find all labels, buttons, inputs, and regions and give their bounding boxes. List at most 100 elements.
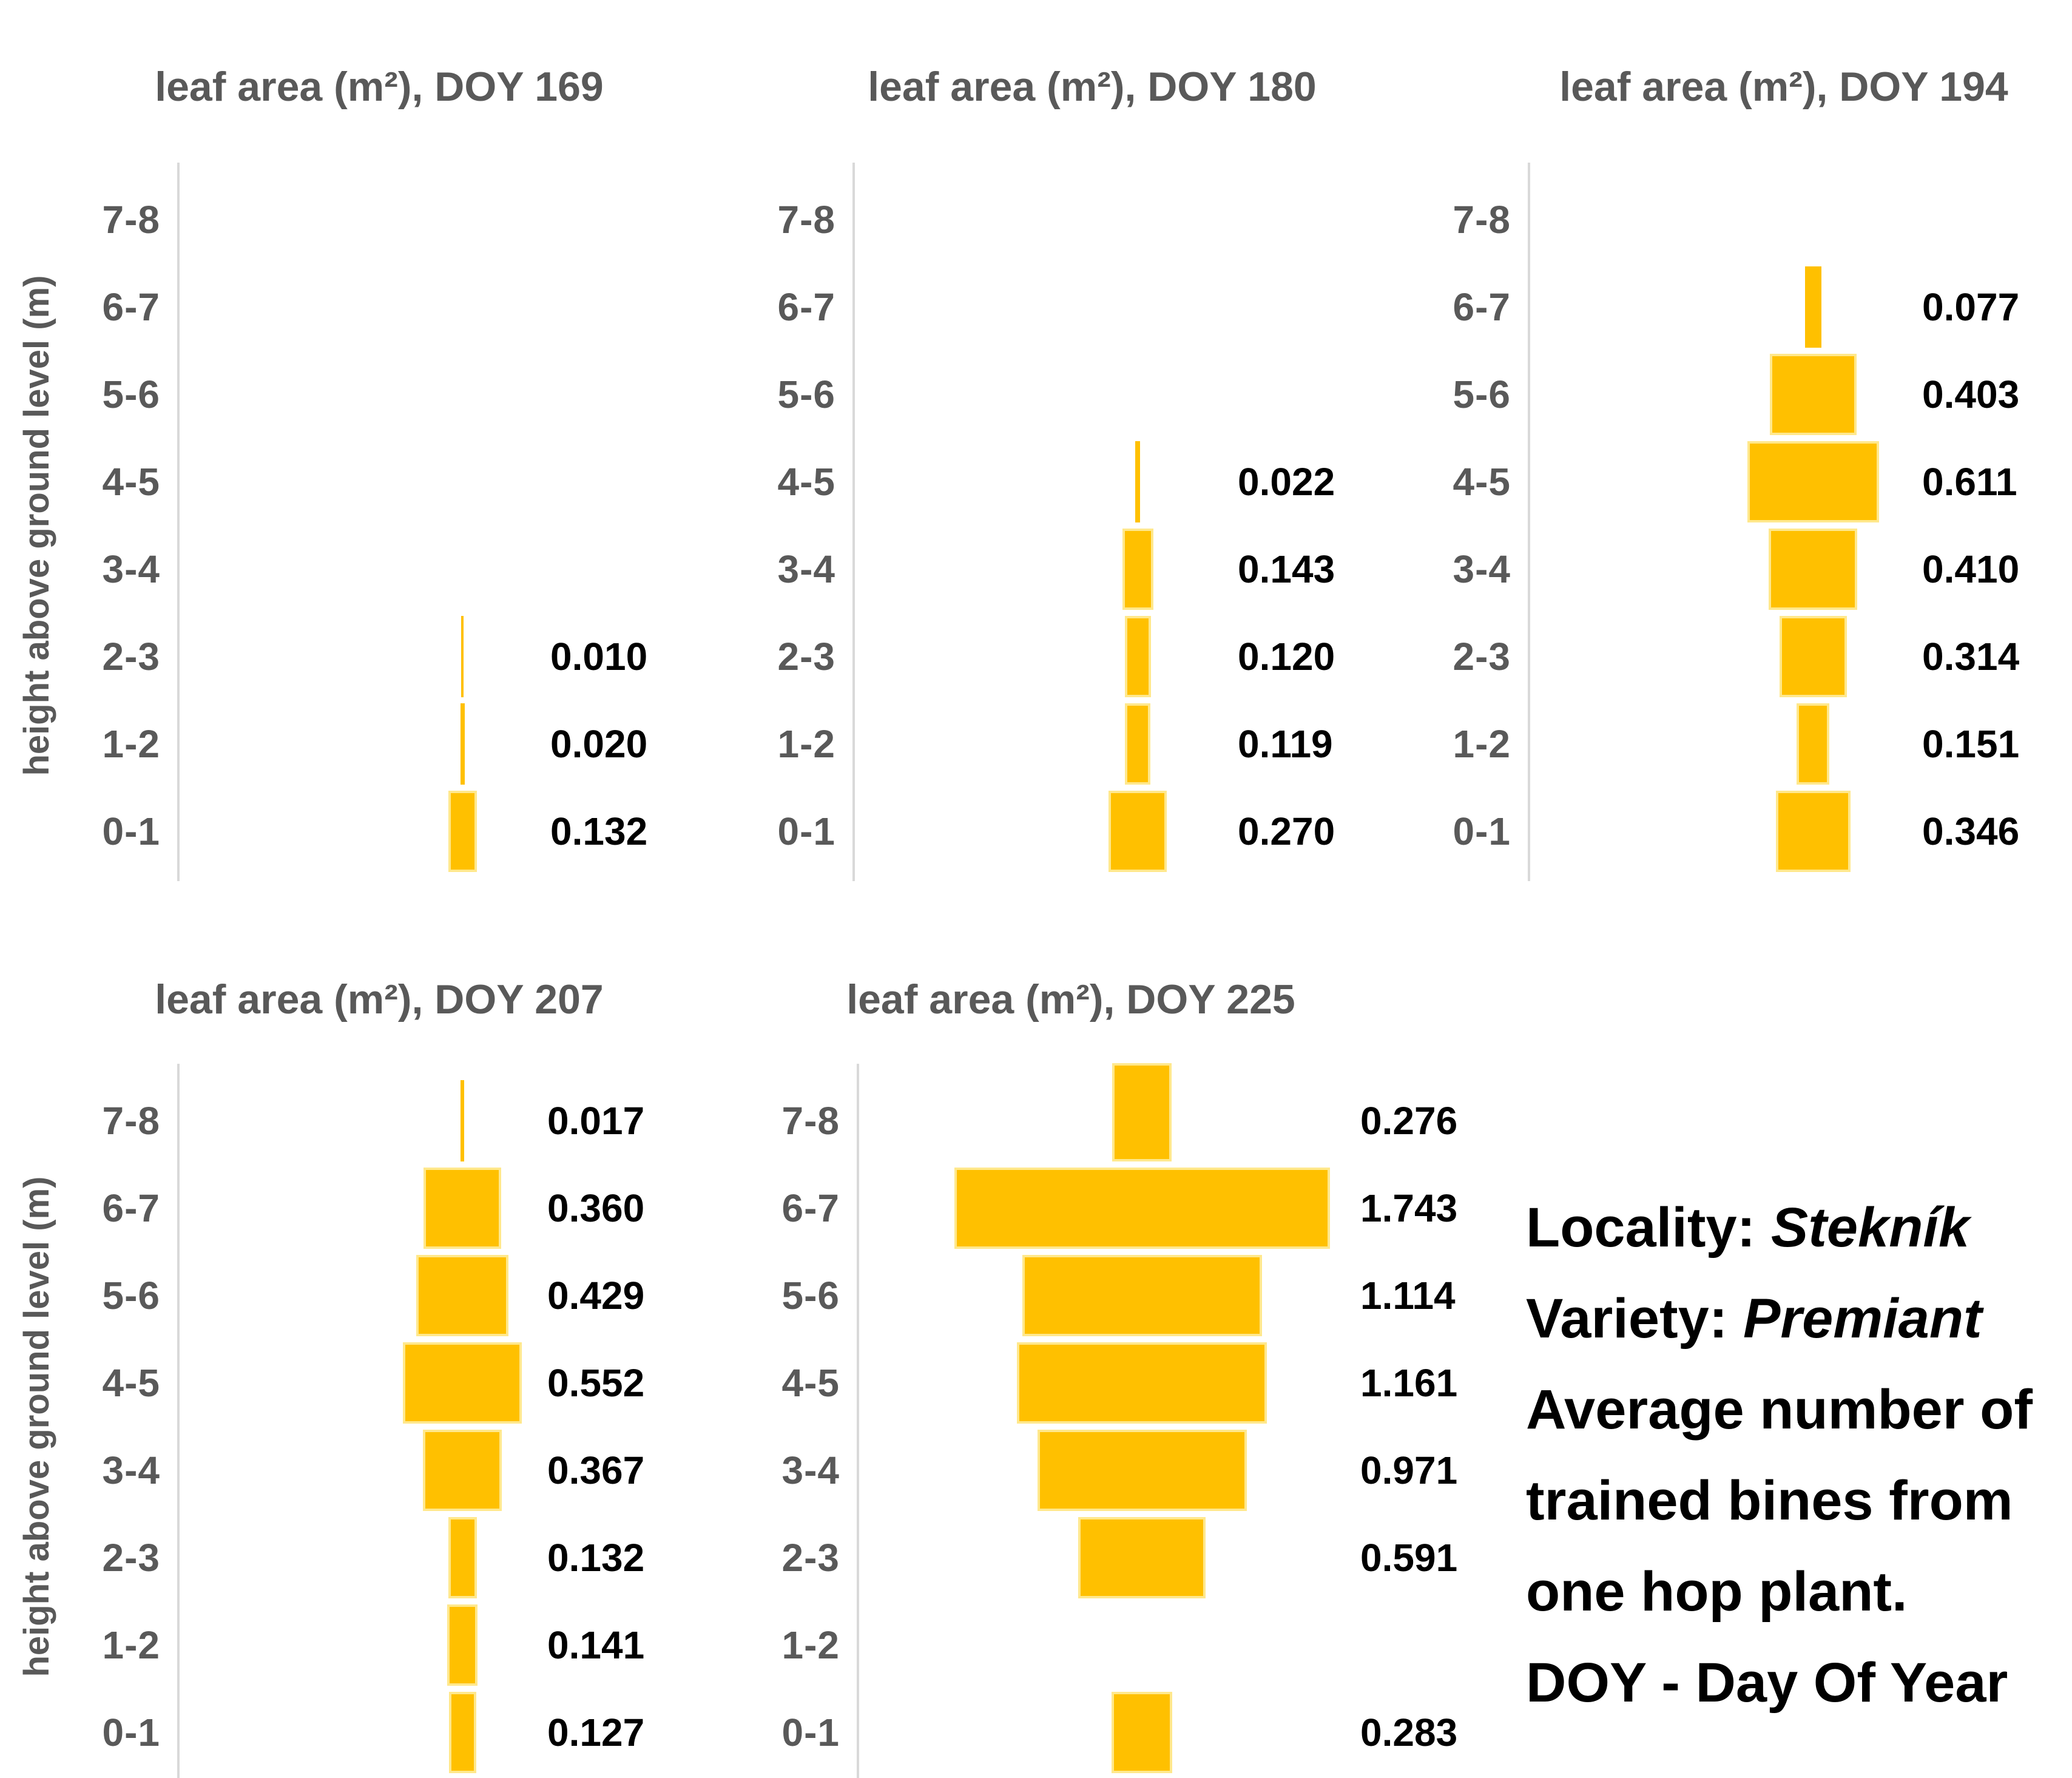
bar-7-8 xyxy=(461,1080,464,1161)
tick-label-6-7: 6-7 xyxy=(102,1186,160,1230)
note-label: Variety: xyxy=(1526,1288,1743,1350)
value-label-1-2: 0.141 xyxy=(547,1623,645,1667)
note-label: trained bines from xyxy=(1526,1470,2013,1532)
value-label-5-6: 0.429 xyxy=(547,1274,645,1317)
bar-2-3 xyxy=(1125,616,1151,697)
tick-label-4-5: 4-5 xyxy=(1453,460,1511,504)
bar-1-2 xyxy=(447,1604,478,1686)
bar-2-3 xyxy=(1780,616,1847,697)
tick-label-0-1: 0-1 xyxy=(1453,810,1511,853)
note-doy-legend: DOY - Day Of Year xyxy=(1526,1637,2072,1728)
note-label: Locality: xyxy=(1526,1197,1771,1259)
value-label-0-1: 0.270 xyxy=(1238,810,1335,853)
bar-5-6 xyxy=(416,1255,508,1336)
tick-label-3-4: 3-4 xyxy=(1453,547,1511,591)
tick-label-5-6: 5-6 xyxy=(781,1274,840,1317)
value-label-3-4: 0.143 xyxy=(1238,547,1335,591)
value-label-4-5: 0.552 xyxy=(547,1361,645,1405)
chart-title: leaf area (m²), DOY 169 xyxy=(155,64,604,110)
bar-4-5 xyxy=(1747,441,1879,522)
bar-0-1 xyxy=(1109,791,1167,872)
bar-6-7 xyxy=(1805,266,1821,348)
note-value: Stekník xyxy=(1770,1197,1970,1259)
tick-label-6-7: 6-7 xyxy=(102,285,160,329)
value-label-0-1: 0.127 xyxy=(547,1711,645,1754)
tick-label-3-4: 3-4 xyxy=(102,547,160,591)
bar-1-2 xyxy=(1797,703,1829,785)
value-label-0-1: 0.346 xyxy=(1922,810,2020,853)
chart-title: leaf area (m²), DOY 180 xyxy=(868,64,1317,110)
bar-4-5 xyxy=(1017,1342,1267,1424)
bar-0-1 xyxy=(448,791,477,872)
tick-label-2-3: 2-3 xyxy=(102,635,160,678)
tick-label-1-2: 1-2 xyxy=(102,722,160,766)
tick-label-4-5: 4-5 xyxy=(781,1361,840,1405)
bar-2-3 xyxy=(448,1517,477,1598)
bar-6-7 xyxy=(954,1168,1330,1249)
tick-label-7-8: 7-8 xyxy=(781,1099,840,1143)
value-label-1-2: 0.119 xyxy=(1238,722,1333,766)
note-line: one hop plant. xyxy=(1526,1546,2072,1637)
bar-2-3 xyxy=(461,616,464,697)
y-axis-line xyxy=(177,1064,180,1778)
value-label-0-1: 0.132 xyxy=(550,810,648,853)
tick-label-3-4: 3-4 xyxy=(781,1448,840,1492)
value-label-6-7: 0.077 xyxy=(1922,285,2020,329)
value-label-1-2: 0.020 xyxy=(550,722,648,766)
tick-label-7-8: 7-8 xyxy=(1453,198,1511,242)
note-locality: Locality: Stekník xyxy=(1526,1182,2072,1273)
tick-label-7-8: 7-8 xyxy=(102,1099,160,1143)
tick-label-1-2: 1-2 xyxy=(781,1623,840,1667)
tick-label-3-4: 3-4 xyxy=(102,1448,160,1492)
y-axis-title: height above ground level (m) xyxy=(17,1176,56,1677)
tick-label-1-2: 1-2 xyxy=(1453,722,1511,766)
bar-3-4 xyxy=(423,1430,502,1511)
tick-label-6-7: 6-7 xyxy=(777,285,835,329)
note-label: DOY - Day Of Year xyxy=(1526,1652,2008,1714)
tick-label-5-6: 5-6 xyxy=(1453,373,1511,416)
tick-label-0-1: 0-1 xyxy=(102,810,160,853)
tick-label-2-3: 2-3 xyxy=(1453,635,1511,678)
y-axis-line xyxy=(177,163,180,881)
bar-1-2 xyxy=(461,703,465,785)
tick-label-5-6: 5-6 xyxy=(102,373,160,416)
annotation-block: Locality: Stekník Variety: Premiant Aver… xyxy=(1526,1182,2072,1728)
tick-label-0-1: 0-1 xyxy=(102,1711,160,1754)
bar-3-4 xyxy=(1038,1430,1247,1511)
y-axis-line xyxy=(852,163,855,881)
bar-7-8 xyxy=(1112,1063,1172,1161)
tick-label-6-7: 6-7 xyxy=(1453,285,1511,329)
note-label: Average number of xyxy=(1526,1379,2033,1441)
y-axis-title: height above ground level (m) xyxy=(17,275,56,776)
tick-label-5-6: 5-6 xyxy=(102,1274,160,1317)
tick-label-5-6: 5-6 xyxy=(777,373,835,416)
bar-0-1 xyxy=(1112,1692,1172,1773)
tick-label-4-5: 4-5 xyxy=(777,460,835,504)
chart-title: leaf area (m²), DOY 207 xyxy=(155,976,604,1023)
value-label-1-2: 0.151 xyxy=(1922,722,2020,766)
value-label-7-8: 0.276 xyxy=(1360,1099,1458,1143)
value-label-6-7: 0.360 xyxy=(547,1186,645,1230)
bar-4-5 xyxy=(403,1342,522,1424)
tick-label-1-2: 1-2 xyxy=(777,722,835,766)
note-value: Premiant xyxy=(1743,1288,1982,1350)
value-label-2-3: 0.120 xyxy=(1238,635,1335,678)
bar-0-1 xyxy=(449,1692,476,1773)
tick-label-3-4: 3-4 xyxy=(777,547,835,591)
value-label-2-3: 0.314 xyxy=(1922,635,2020,678)
y-axis-line xyxy=(1528,163,1530,881)
tick-label-1-2: 1-2 xyxy=(102,1623,160,1667)
bar-3-4 xyxy=(1769,529,1857,610)
note-label: one hop plant. xyxy=(1526,1561,1908,1623)
value-label-7-8: 0.017 xyxy=(547,1099,645,1143)
chart-title: leaf area (m²), DOY 194 xyxy=(1559,64,2008,110)
tick-label-0-1: 0-1 xyxy=(777,810,835,853)
value-label-3-4: 0.367 xyxy=(547,1448,645,1492)
bar-5-6 xyxy=(1022,1255,1262,1336)
value-label-4-5: 0.611 xyxy=(1922,460,2017,504)
tick-label-4-5: 4-5 xyxy=(102,1361,160,1405)
bar-4-5 xyxy=(1135,441,1140,522)
value-label-4-5: 0.022 xyxy=(1238,460,1335,504)
bar-2-3 xyxy=(1078,1517,1206,1598)
